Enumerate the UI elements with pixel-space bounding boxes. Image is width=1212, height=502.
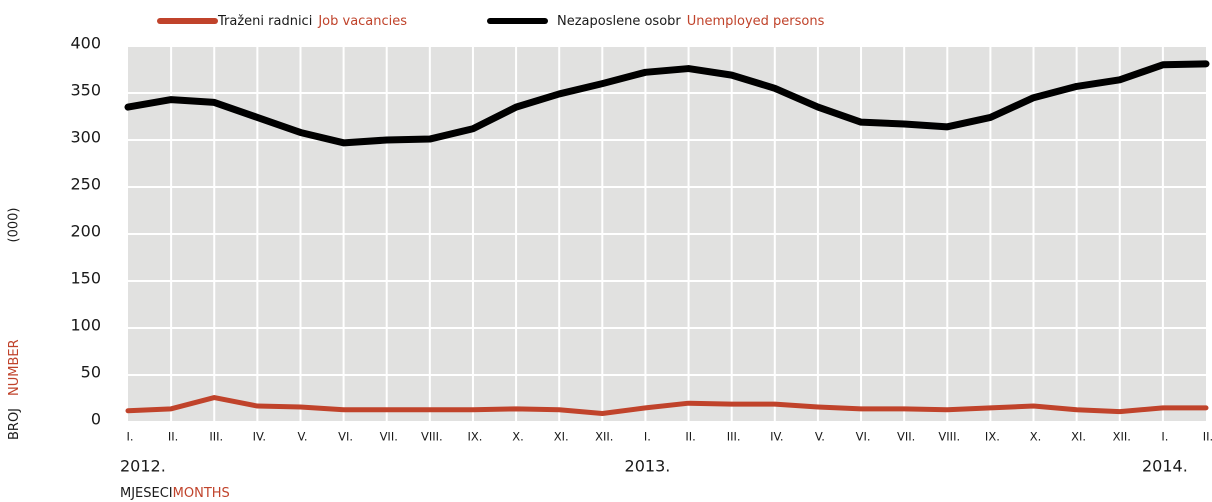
x-label: MJESECI — [120, 486, 173, 501]
x-tick-label: IV. — [253, 430, 266, 444]
x-tick-label: VIII. — [421, 430, 443, 444]
x-tick-label: IX. — [467, 430, 482, 444]
year-label: 2014. — [1142, 457, 1188, 476]
y-tick-label: 150 — [70, 269, 101, 288]
series-line — [124, 60, 1210, 147]
legend-name-en: Unemployed persons — [687, 14, 825, 29]
x-tick-label: XII. — [1113, 430, 1131, 444]
y-tick-label: 0 — [91, 410, 101, 429]
x-tick-label: II. — [685, 430, 695, 444]
x-tick-label: VI. — [338, 430, 353, 444]
x-tick-label: X. — [512, 430, 524, 444]
marks — [124, 60, 1210, 417]
x-tick-label: VI. — [856, 430, 871, 444]
legend-label: Nezaposlene osobr Unemployed persons — [557, 14, 825, 29]
x-tick-label: I. — [644, 430, 651, 444]
y-tick-label: 100 — [70, 316, 101, 335]
legend-name: Traženi radnici — [217, 14, 312, 29]
x-tick-label: VII. — [897, 430, 915, 444]
x-tick-label: XI. — [1071, 430, 1086, 444]
x-tick-label: XI. — [554, 430, 569, 444]
legend-name-en: Job vacancies — [317, 14, 407, 29]
y-label-en: NUMBER — [7, 339, 22, 396]
y-tick-label: 250 — [70, 175, 101, 194]
y-axis-label: BROJ NUMBER — [7, 339, 22, 440]
y-tick-label: 200 — [70, 222, 101, 241]
x-tick-label: I. — [1161, 430, 1168, 444]
series-line — [125, 395, 1209, 417]
y-label: BROJ — [7, 408, 22, 440]
y-tick-label: 350 — [70, 81, 101, 100]
x-tick-label: V. — [297, 430, 307, 444]
legend-label: Traženi radnici Job vacancies — [217, 14, 407, 29]
x-axis-label: MJESECIMONTHS — [120, 486, 230, 501]
grid — [128, 45, 1206, 423]
x-tick-label: VIII. — [938, 430, 960, 444]
x-tick-label: VII. — [380, 430, 398, 444]
x-tick-label: III. — [209, 430, 223, 444]
x-tick-label: IV. — [770, 430, 783, 444]
y-tick-label: 400 — [70, 34, 101, 53]
x-label-en: MONTHS — [173, 486, 230, 501]
y-tick-label: 300 — [70, 128, 101, 147]
year-label: 2013. — [625, 457, 671, 476]
year-label: 2012. — [120, 457, 166, 476]
x-tick-label: X. — [1030, 430, 1042, 444]
x-tick-label: V. — [815, 430, 825, 444]
legend-name: Nezaposlene osobr — [557, 14, 681, 29]
x-tick-label: II. — [1203, 430, 1212, 444]
x-tick-label: I. — [126, 430, 133, 444]
x-tick-label: IX. — [985, 430, 1000, 444]
y-tick-label: 50 — [81, 363, 101, 382]
y-unit: (000) — [7, 208, 22, 243]
x-tick-label: III. — [727, 430, 741, 444]
x-tick-label: II. — [168, 430, 178, 444]
x-tick-label: XII. — [595, 430, 613, 444]
